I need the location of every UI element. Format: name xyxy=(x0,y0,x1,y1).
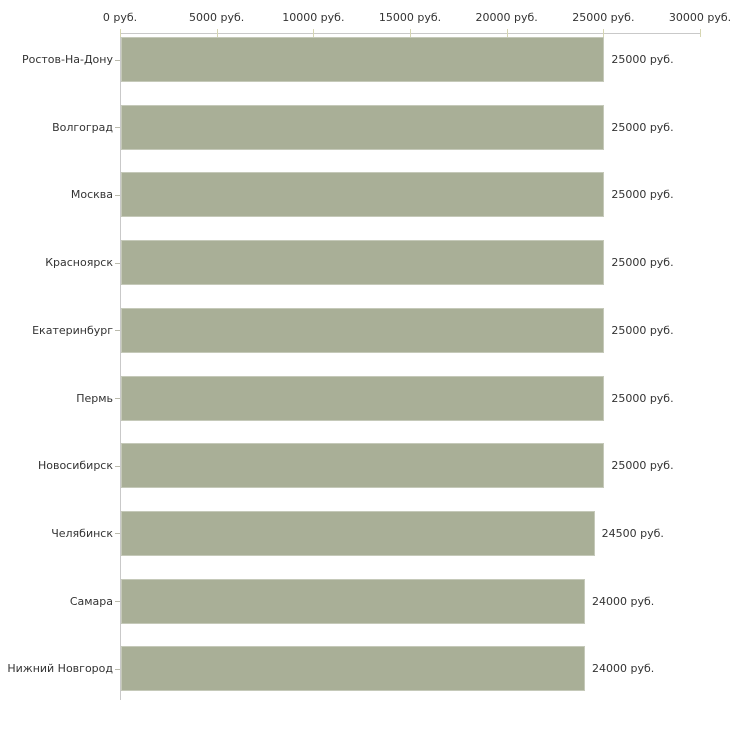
value-label: 25000 руб. xyxy=(611,256,674,270)
category-label: Пермь xyxy=(76,391,113,405)
category-label: Москва xyxy=(70,188,113,202)
category-tick-mark xyxy=(115,330,120,332)
x-tick-mark xyxy=(603,29,605,37)
x-tick-label: 0 руб. xyxy=(102,11,138,24)
value-label: 25000 руб. xyxy=(611,120,674,134)
category-tick-mark xyxy=(115,465,120,467)
category-label: Волгоград xyxy=(52,120,113,134)
category-tick-mark xyxy=(115,601,120,603)
category-tick-mark xyxy=(115,59,120,61)
x-tick-mark xyxy=(506,29,508,37)
category-tick-mark xyxy=(115,127,120,129)
value-label: 25000 руб. xyxy=(611,459,674,473)
x-tick-mark xyxy=(216,29,218,37)
bar xyxy=(121,578,585,624)
bar xyxy=(121,375,605,421)
bar xyxy=(121,240,605,286)
x-tick-mark xyxy=(410,29,411,37)
y-axis-line xyxy=(120,33,121,700)
x-tick-label: 15000 руб. xyxy=(378,11,442,24)
x-tick-label: 10000 руб. xyxy=(282,11,345,24)
category-label: Екатеринбург xyxy=(32,323,113,337)
x-tick-label: 5000 руб. xyxy=(189,11,245,24)
category-tick-mark xyxy=(115,533,120,535)
x-tick-mark xyxy=(313,29,315,37)
bar xyxy=(121,104,605,150)
bar xyxy=(121,510,595,556)
bar xyxy=(121,646,585,692)
bar xyxy=(121,172,605,218)
category-tick-mark xyxy=(115,262,120,264)
category-label: Нижний Новгород xyxy=(7,662,113,676)
value-label: 25000 руб. xyxy=(611,323,674,337)
value-label: 24000 руб. xyxy=(592,594,655,608)
x-tick-mark xyxy=(700,29,701,37)
x-tick-mark xyxy=(120,29,121,37)
category-label: Красноярск xyxy=(45,256,113,270)
value-label: 25000 руб. xyxy=(611,53,674,66)
category-label: Ростов-На-Дону xyxy=(21,53,113,66)
category-label: Самара xyxy=(69,594,113,608)
value-label: 24500 руб. xyxy=(601,526,664,540)
x-tick-label: 30000 руб. xyxy=(668,11,730,24)
bar xyxy=(121,443,605,489)
x-tick-label: 20000 руб. xyxy=(475,11,538,24)
x-tick-label: 25000 руб. xyxy=(572,11,635,24)
value-label: 25000 руб. xyxy=(611,391,674,405)
bar xyxy=(121,37,605,82)
category-tick-mark xyxy=(115,194,120,196)
category-label: Челябинск xyxy=(51,526,113,540)
value-label: 25000 руб. xyxy=(611,188,674,202)
value-label: 24000 руб. xyxy=(592,662,655,676)
category-label: Новосибирск xyxy=(37,459,113,473)
bar xyxy=(121,307,605,353)
category-tick-mark xyxy=(115,668,120,670)
category-tick-mark xyxy=(115,398,120,399)
